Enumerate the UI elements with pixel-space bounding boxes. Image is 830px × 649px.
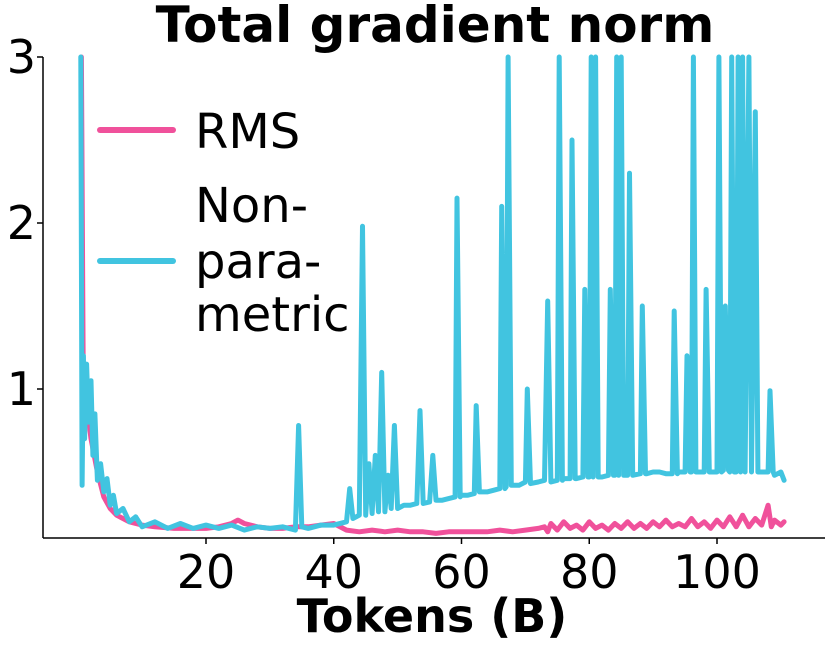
- x-tick-label: 60: [432, 545, 491, 599]
- y-tick-label: 3: [7, 30, 36, 84]
- series-layer: [78, 54, 787, 536]
- legend-label-1: Non-: [195, 178, 308, 234]
- legend-label-0: RMS: [195, 104, 300, 160]
- x-axis-label: Tokens (B): [297, 589, 568, 643]
- y-ticks: 1 2 3: [7, 30, 43, 416]
- y-tick-label: 2: [7, 196, 36, 250]
- series-line-1: [78, 54, 787, 533]
- x-ticks: 20 40 60 80 100: [177, 538, 761, 599]
- legend-label-1: para-: [195, 234, 321, 290]
- chart-title: Total gradient norm: [156, 0, 715, 54]
- x-tick-label: 100: [673, 545, 761, 599]
- x-tick-label: 40: [304, 545, 363, 599]
- y-tick-label: 1: [7, 362, 36, 416]
- x-tick-label: 80: [560, 545, 619, 599]
- legend-label-1: metric: [195, 287, 350, 343]
- legend: RMS Non-para-metric: [97, 104, 350, 343]
- x-tick-label: 20: [177, 545, 236, 599]
